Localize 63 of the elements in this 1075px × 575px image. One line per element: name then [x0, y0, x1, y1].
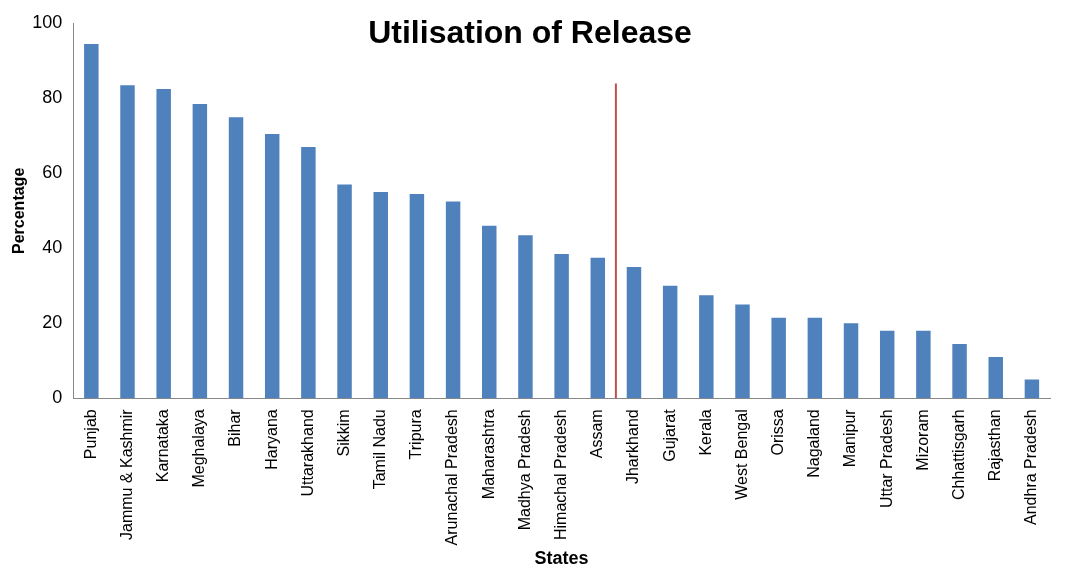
bar: [879, 330, 895, 399]
x-tick-label: Meghalaya: [190, 409, 208, 488]
bar: [843, 323, 859, 399]
x-tick-label: Maharashtra: [479, 409, 497, 500]
bar: [482, 225, 497, 399]
x-tick-label: Manipur: [841, 408, 859, 468]
x-tick-label: Uttar Pradesh: [877, 409, 895, 509]
x-tick-label: Nagaland: [805, 409, 823, 478]
y-tick-label: 60: [42, 162, 63, 183]
bar: [301, 147, 316, 399]
x-tick-label: Kerala: [696, 409, 714, 456]
x-tick-label: Rajasthan: [986, 409, 1004, 482]
x-tick-label: West Bengal: [732, 409, 750, 500]
bar: [1024, 379, 1040, 399]
x-tick-label: Haryana: [262, 409, 280, 470]
x-tick-label: Madhya Pradesh: [515, 409, 533, 531]
bar: [518, 235, 533, 399]
y-tick-label: 40: [42, 237, 63, 258]
x-tick-label: Sikkim: [334, 409, 352, 457]
bar: [409, 193, 425, 399]
x-tick-label: Uttarakhand: [298, 409, 316, 497]
bar: [337, 184, 352, 399]
bar: [554, 253, 569, 399]
bar: [771, 317, 786, 399]
x-tick-label: Arunachal Pradesh: [443, 409, 461, 546]
bar: [156, 89, 171, 399]
x-tick-label: Mizoram: [913, 409, 931, 471]
bar: [699, 295, 714, 399]
bar: [445, 201, 461, 399]
x-tick-label: Gujarat: [660, 408, 678, 462]
bar: [84, 44, 99, 399]
y-tick-label: 80: [42, 87, 63, 108]
x-tick-label: Tamil Nadu: [371, 409, 389, 490]
x-tick-label: Jharkhand: [624, 409, 642, 485]
x-tick-label: Jammu & Kashmir: [117, 408, 135, 541]
x-tick-label: Orissa: [769, 409, 787, 456]
x-tick-label: Bihar: [226, 408, 244, 447]
bar: [735, 304, 750, 399]
bar: [807, 317, 823, 399]
x-tick-label: Tripura: [407, 409, 425, 460]
x-tick-label: Andhra Pradesh: [1022, 409, 1040, 525]
bar: [192, 104, 208, 399]
bar: [626, 267, 642, 399]
y-axis-title: Percentage: [10, 167, 28, 254]
x-tick-label: Karnataka: [154, 409, 172, 483]
x-tick-label: Himachal Pradesh: [552, 409, 570, 541]
x-tick-label: Punjab: [81, 409, 99, 460]
bar: [662, 285, 678, 399]
x-axis-title: States: [534, 548, 589, 569]
y-tick-label: 20: [42, 312, 63, 333]
bar: [228, 117, 244, 399]
y-tick-label: 100: [32, 12, 63, 33]
bar: [988, 357, 1003, 399]
x-tick-label: Assam: [588, 409, 606, 459]
bar: [373, 192, 388, 399]
bar: [264, 134, 280, 399]
bar: [120, 85, 135, 399]
bar: [916, 330, 931, 399]
chart-title: Utilisation of Release: [368, 14, 692, 51]
bar: [590, 257, 606, 399]
y-tick-label: 0: [52, 387, 63, 408]
bar: [952, 343, 967, 399]
x-tick-label: Chhattisgarh: [949, 409, 967, 501]
